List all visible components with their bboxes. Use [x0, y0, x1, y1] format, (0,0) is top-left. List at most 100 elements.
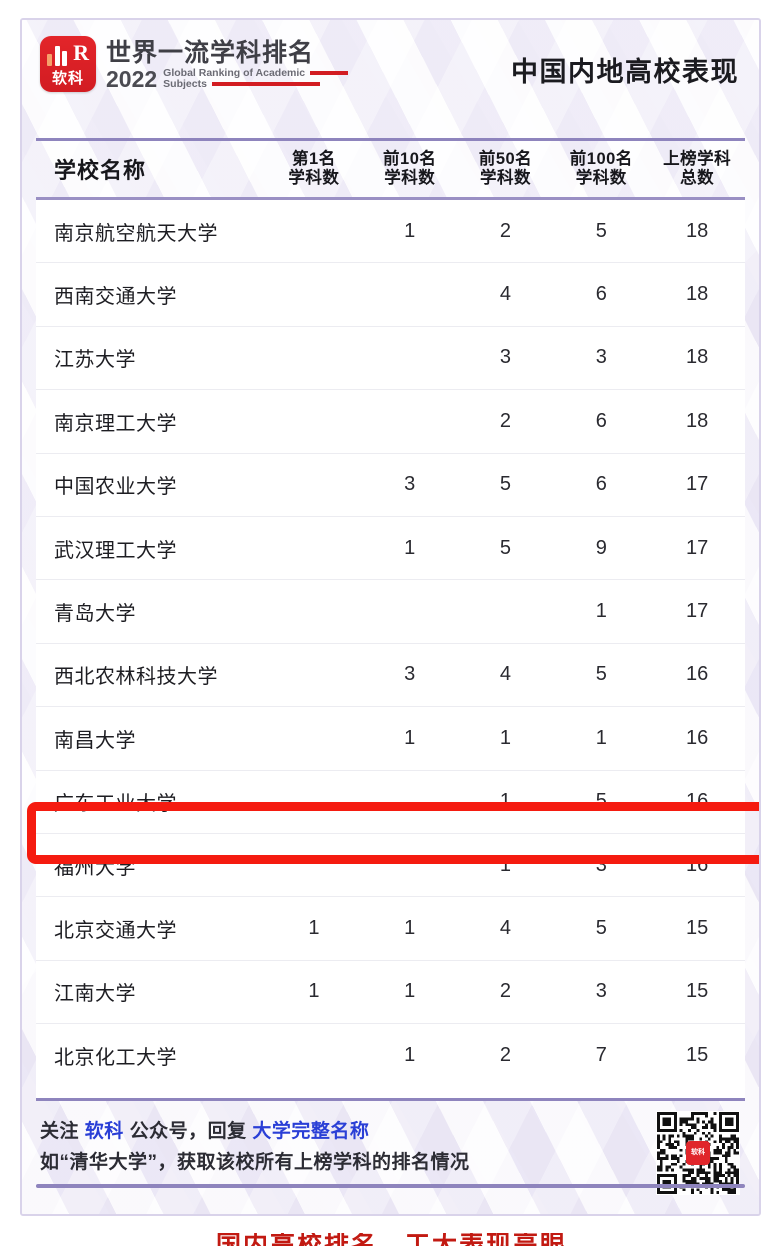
row-top50: 2 [499, 219, 512, 242]
brand-en-line2: Subjects [163, 77, 207, 90]
row-top50: 1 [499, 790, 512, 813]
brand-subtitle-en: Global Ranking of Academic Subjects [163, 66, 349, 90]
row-school-name: 西南交通大学 [54, 286, 177, 309]
row-total: 17 [685, 473, 709, 496]
table-row[interactable]: 武汉理工大学 1 5 9 17 [36, 517, 745, 581]
row-top50: 5 [499, 473, 512, 496]
logo-letter-r: R [73, 40, 89, 65]
row-top100: 6 [595, 409, 607, 432]
row-school-name: 南京理工大学 [54, 412, 177, 435]
row-top10: 1 [404, 219, 416, 242]
table-body: 南京航空航天大学 1 2 5 18 西南交通大学 4 6 18 江苏大学 3 3 18 南京理工大学 2 6 1… [36, 200, 745, 1098]
row-school-name: 武汉理工大学 [54, 539, 177, 562]
row-school-name: 北京交通大学 [54, 919, 177, 942]
row-top100: 5 [595, 790, 607, 813]
row-top100: 7 [595, 1044, 607, 1067]
table-row[interactable]: 青岛大学 1 17 [36, 580, 745, 644]
shanghairanking-logo-icon: R 软科 [40, 36, 96, 92]
table-row[interactable]: 中国农业大学 3 5 6 17 [36, 454, 745, 517]
row-top50: 2 [499, 1044, 512, 1067]
qr-code[interactable]: 软科 [656, 1111, 740, 1195]
row-school-name: 广东工业大学 [54, 793, 177, 816]
brand-text-block: 世界一流学科排名 2022 Global Ranking of Academic… [106, 38, 349, 92]
column-header-total: 上榜学科 总数 [663, 150, 732, 187]
table-row[interactable]: 西北农林科技大学 3 4 5 16 [36, 644, 745, 708]
row-total: 17 [685, 600, 709, 623]
row-school-name: 南京航空航天大学 [54, 222, 218, 245]
brand-logo-group: R 软科 世界一流学科排名 2022 Global Ranking of Aca… [40, 36, 349, 92]
cropped-caption: 国内高校排名，工大表现亮眼 [0, 1233, 783, 1246]
footer-brand-name: 软科 [84, 1121, 124, 1142]
row-top10: 3 [404, 663, 416, 686]
row-top100: 3 [595, 346, 607, 369]
column-header-top1: 第1名 学科数 [288, 150, 340, 187]
table-row[interactable]: 广东工业大学 1 5 16 [36, 771, 745, 834]
row-total: 15 [685, 980, 709, 1003]
brand-en-line1: Global Ranking of Academic [163, 66, 306, 79]
row-school-name: 青岛大学 [54, 603, 136, 626]
row-top100: 3 [595, 980, 607, 1003]
column-header-top50: 前50名 学科数 [478, 150, 533, 187]
row-top10: 1 [404, 1044, 416, 1067]
row-top1: 1 [308, 916, 320, 939]
row-top100: 6 [595, 283, 607, 306]
row-total: 16 [685, 726, 709, 749]
brand-title-cn: 世界一流学科排名 [106, 38, 315, 67]
table-row[interactable]: 福州大学 1 3 16 [36, 834, 745, 898]
row-top100: 6 [595, 473, 607, 496]
qr-center-logo-text: 软科 [691, 1149, 705, 1156]
brand-rule-1 [310, 70, 349, 75]
row-total: 18 [685, 346, 709, 369]
table-row[interactable]: 江南大学 1 1 2 3 15 [36, 961, 745, 1025]
row-school-name: 北京化工大学 [54, 1047, 177, 1070]
row-top50: 2 [499, 980, 512, 1003]
row-top10: 3 [404, 473, 416, 496]
caption-text: 国内高校排名，工大表现亮眼 [216, 1233, 567, 1246]
table-row[interactable]: 南京理工大学 2 6 18 [36, 390, 745, 454]
table-row[interactable]: 南京航空航天大学 1 2 5 18 [36, 200, 745, 264]
column-header-top10: 前10名 学科数 [383, 150, 437, 187]
row-top50: 4 [499, 663, 512, 686]
row-total: 18 [685, 219, 709, 242]
row-top50: 1 [499, 853, 512, 876]
row-top100: 9 [595, 536, 607, 559]
table-row[interactable]: 西南交通大学 4 6 18 [36, 263, 745, 327]
row-top100: 1 [595, 600, 607, 623]
footer-line-1: 关注 软科 公众号，回复 大学完整名称 [40, 1116, 470, 1147]
footer-keyword: 大学完整名称 [252, 1121, 370, 1142]
row-school-name: 江苏大学 [54, 349, 136, 372]
card-header: R 软科 世界一流学科排名 2022 Global Ranking of Aca… [22, 20, 759, 108]
qr-center-logo: 软科 [686, 1141, 710, 1165]
column-header-top100: 前100名 学科数 [569, 150, 633, 187]
row-total: 16 [685, 853, 709, 876]
row-top50: 4 [499, 283, 512, 306]
footer-line-2: 如“清华大学”，获取该校所有上榜学科的排名情况 [40, 1152, 470, 1173]
row-total: 17 [685, 536, 709, 559]
footer-instructions: 关注 软科 公众号，回复 大学完整名称 如“清华大学”，获取该校所有上榜学科的排… [40, 1116, 470, 1178]
table-row[interactable]: 江苏大学 3 3 18 [36, 327, 745, 391]
table-row[interactable]: 北京化工大学 1 2 7 15 [36, 1024, 745, 1087]
table-top-rule [36, 138, 745, 141]
brand-rule-2 [211, 81, 320, 86]
row-total: 18 [685, 409, 709, 432]
row-top10: 1 [404, 916, 416, 939]
brand-year: 2022 [106, 65, 158, 92]
row-top10: 1 [404, 980, 416, 1003]
table-row[interactable]: 南昌大学 1 1 1 16 [36, 707, 745, 771]
row-school-name: 西北农林科技大学 [54, 666, 218, 689]
row-top50: 2 [499, 409, 512, 432]
brand-subtitle-row: 2022 Global Ranking of Academic Subjects [106, 65, 349, 92]
row-school-name: 福州大学 [54, 856, 136, 879]
column-header-school-name: 学校名称 [54, 158, 147, 183]
row-total: 18 [685, 283, 709, 306]
row-school-name: 南昌大学 [54, 729, 136, 752]
footer-text-2: 公众号，回复 [123, 1121, 253, 1142]
row-total: 15 [685, 1044, 709, 1067]
row-top50: 1 [499, 726, 512, 749]
row-top100: 5 [595, 219, 607, 242]
row-total: 16 [685, 663, 709, 686]
table-row[interactable]: 北京交通大学 1 1 4 5 15 [36, 897, 745, 961]
row-top100: 3 [595, 853, 607, 876]
row-top100: 1 [595, 726, 607, 749]
table-header-row: 学校名称 第1名 学科数 前10名 学科数 前50名 学科数 前100名 学科数… [36, 141, 745, 197]
